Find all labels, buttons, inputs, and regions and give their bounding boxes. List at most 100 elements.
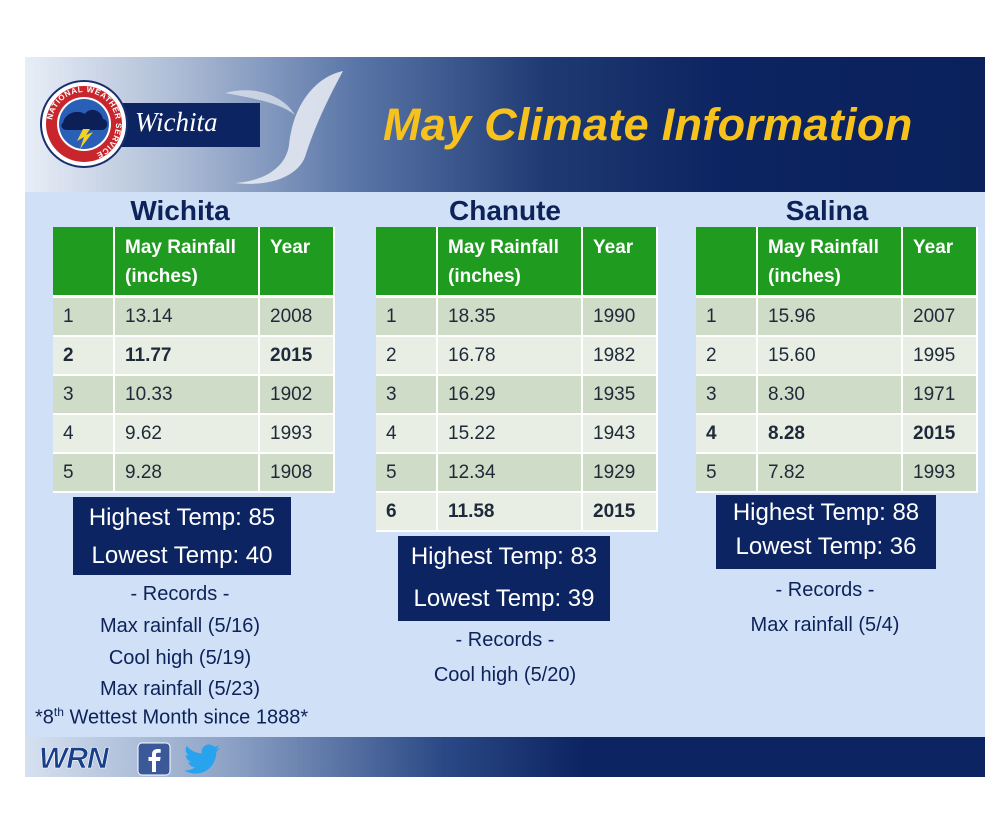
rank-cell: 2 (53, 336, 115, 376)
station-name-salina: Salina (785, 195, 869, 226)
rainfall-table-chanute: May Rainfall (inches) Year 1 18.35 1990 … (376, 227, 658, 532)
year-cell: 1943 (582, 414, 658, 454)
column-header-rainfall: May Rainfall (inches) (437, 227, 583, 298)
record-item: Max rainfall (5/4) (750, 614, 900, 636)
wettest-month-note: *8th Wettest Month since 1888* (35, 705, 309, 729)
rank-cell: 4 (53, 414, 115, 454)
rainfall-cell: 12.34 (437, 453, 583, 493)
record-item: Cool high (5/20) (433, 664, 577, 686)
lowest-temp: Lowest Temp: 36 (735, 533, 917, 560)
year-cell: 1982 (582, 336, 658, 376)
records-heading: - Records - (455, 629, 555, 651)
footer-bar (25, 737, 985, 777)
temp-box-wichita: Highest Temp: 85 Lowest Temp: 40 (73, 497, 291, 575)
table-row: 5 12.34 1929 (376, 453, 658, 493)
year-cell: 1935 (582, 375, 658, 415)
table-row: 1 15.96 2007 (696, 296, 978, 337)
year-cell: 2015 (259, 336, 335, 376)
table-row: 5 7.82 1993 (696, 453, 978, 493)
rank-cell: 1 (53, 296, 115, 337)
column-header-year: Year (259, 227, 335, 298)
rainfall-cell: 15.60 (757, 336, 903, 376)
year-cell: 1993 (902, 453, 978, 493)
table-row: 4 8.28 2015 (696, 414, 978, 454)
rainfall-cell: 10.33 (114, 375, 260, 415)
record-item: Max rainfall (5/16) (99, 615, 261, 637)
facebook-icon[interactable] (137, 742, 171, 776)
wrn-logo: WRN (39, 742, 112, 774)
rank-cell: 3 (53, 375, 115, 415)
rank-cell: 3 (696, 375, 758, 415)
column-header-rank (696, 227, 758, 298)
column-header-rank (53, 227, 115, 298)
rainfall-cell: 16.78 (437, 336, 583, 376)
lowest-temp: Lowest Temp: 39 (413, 585, 595, 612)
swoosh-graphic (225, 71, 343, 184)
station-name-wichita: Wichita (130, 195, 230, 226)
rainfall-cell: 13.14 (114, 296, 260, 337)
rainfall-cell: 8.30 (757, 375, 903, 415)
year-cell: 1990 (582, 296, 658, 337)
twitter-icon[interactable] (183, 742, 223, 776)
year-cell: 2007 (902, 296, 978, 337)
rank-cell: 4 (376, 414, 438, 454)
record-item: Cool high (5/19) (108, 647, 252, 669)
rainfall-cell: 7.82 (757, 453, 903, 493)
column-header-year: Year (582, 227, 658, 298)
table-row: 3 10.33 1902 (53, 375, 335, 415)
rainfall-cell: 9.62 (114, 414, 260, 454)
rainfall-cell: 11.58 (437, 492, 583, 532)
table-row: 3 8.30 1971 (696, 375, 978, 415)
slide: Wichita NATIONAL WEATHER SERVICE May Cli… (25, 57, 985, 777)
wrn-logo-text: WRN (39, 742, 110, 774)
temp-box-salina: Highest Temp: 88 Lowest Temp: 36 (716, 495, 936, 569)
rainfall-cell: 15.22 (437, 414, 583, 454)
record-item: Max rainfall (5/23) (99, 678, 261, 700)
table-header-row: May Rainfall (inches) Year (376, 227, 658, 298)
year-cell: 1908 (259, 453, 335, 493)
rank-cell: 4 (696, 414, 758, 454)
records-heading: - Records - (130, 583, 230, 605)
rank-cell: 1 (696, 296, 758, 337)
table-row: 1 13.14 2008 (53, 296, 335, 337)
column-header-year: Year (902, 227, 978, 298)
highest-temp: Highest Temp: 88 (732, 499, 920, 526)
year-cell: 1971 (902, 375, 978, 415)
year-cell: 2015 (902, 414, 978, 454)
column-header-rainfall: May Rainfall (inches) (757, 227, 903, 298)
column-header-rainfall: May Rainfall (inches) (114, 227, 260, 298)
temp-box-chanute: Highest Temp: 83 Lowest Temp: 39 (398, 536, 610, 621)
rainfall-cell: 11.77 (114, 336, 260, 376)
rank-cell: 5 (376, 453, 438, 493)
table-row: 4 15.22 1943 (376, 414, 658, 454)
column-header-rank (376, 227, 438, 298)
rainfall-cell: 9.28 (114, 453, 260, 493)
rainfall-table-wichita: May Rainfall (inches) Year 1 13.14 2008 … (53, 227, 335, 493)
rainfall-table-salina: May Rainfall (inches) Year 1 15.96 2007 … (696, 227, 978, 493)
table-row: 2 16.78 1982 (376, 336, 658, 376)
year-cell: 1902 (259, 375, 335, 415)
records-heading: - Records - (775, 579, 875, 601)
table-row: 4 9.62 1993 (53, 414, 335, 454)
lowest-temp: Lowest Temp: 40 (91, 542, 273, 569)
table-header-row: May Rainfall (inches) Year (696, 227, 978, 298)
rank-cell: 2 (376, 336, 438, 376)
rank-cell: 6 (376, 492, 438, 532)
rainfall-cell: 8.28 (757, 414, 903, 454)
year-cell: 2008 (259, 296, 335, 337)
table-row: 2 15.60 1995 (696, 336, 978, 376)
rank-cell: 2 (696, 336, 758, 376)
table-row: 1 18.35 1990 (376, 296, 658, 337)
rank-cell: 5 (53, 453, 115, 493)
table-row: 2 11.77 2015 (53, 336, 335, 376)
rainfall-cell: 18.35 (437, 296, 583, 337)
page-title: May Climate Information (383, 99, 913, 150)
highest-temp: Highest Temp: 83 (410, 543, 598, 570)
office-name-box (110, 103, 260, 147)
table-row: 3 16.29 1935 (376, 375, 658, 415)
nws-logo-icon: NATIONAL WEATHER SERVICE (40, 80, 128, 168)
year-cell: 1995 (902, 336, 978, 376)
rainfall-cell: 15.96 (757, 296, 903, 337)
year-cell: 1929 (582, 453, 658, 493)
table-row: 5 9.28 1908 (53, 453, 335, 493)
